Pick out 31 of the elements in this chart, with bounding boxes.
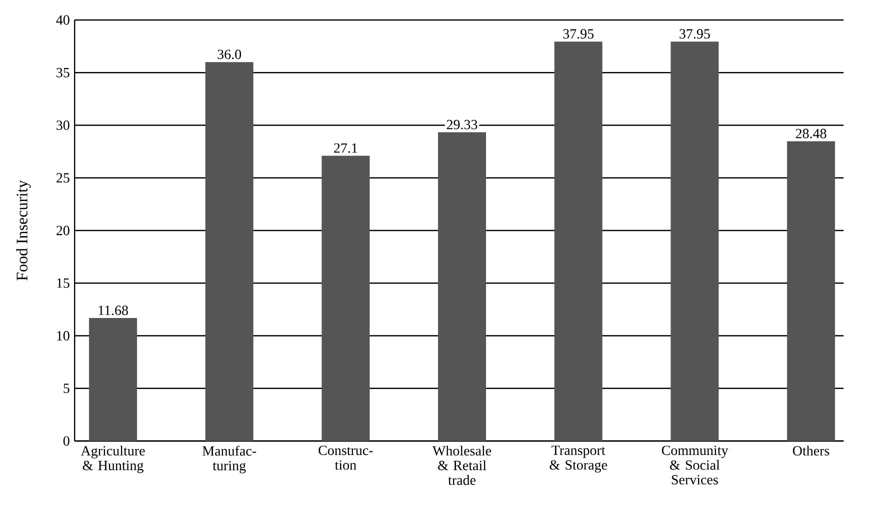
bar bbox=[322, 156, 370, 441]
x-tick-label: Manufac- turing bbox=[202, 446, 256, 474]
y-tick-label: 25 bbox=[56, 173, 70, 183]
x-tick-label: Community & Social Services bbox=[662, 446, 728, 484]
bar bbox=[787, 141, 836, 441]
data-label: 27.1 bbox=[334, 143, 358, 153]
data-label: 28.48 bbox=[796, 128, 826, 138]
bar bbox=[438, 132, 486, 441]
bar bbox=[670, 42, 719, 441]
data-label: 11.68 bbox=[98, 306, 128, 316]
y-tick-label: 20 bbox=[56, 226, 70, 236]
y-tick-label: 15 bbox=[57, 278, 70, 288]
x-tick-label: Agriculture & Hunting bbox=[80, 446, 145, 474]
y-tick-label: 40 bbox=[56, 15, 70, 25]
data-label: 37.95 bbox=[563, 29, 594, 39]
data-label: 29.33 bbox=[446, 120, 478, 130]
bar bbox=[554, 42, 602, 441]
y-tick-label: 5 bbox=[64, 384, 70, 394]
x-tick-label: Transport & Storage bbox=[550, 446, 608, 473]
x-tick-label: Others bbox=[792, 446, 830, 456]
data-label: 37.95 bbox=[680, 29, 710, 39]
data-label: 36.0 bbox=[218, 50, 242, 60]
y-tick-label: 35 bbox=[56, 68, 70, 78]
x-tick-label: Wholesale & Retail trade bbox=[432, 446, 492, 485]
y-tick-label: 10 bbox=[57, 331, 70, 340]
x-tick-label: Construc- tion bbox=[318, 446, 373, 470]
y-tick-label: 0 bbox=[63, 436, 70, 446]
bar bbox=[205, 62, 254, 441]
y-tick-label: 30 bbox=[56, 120, 70, 130]
bar bbox=[89, 318, 138, 441]
y-axis-title: Food Insecurity bbox=[16, 180, 31, 280]
